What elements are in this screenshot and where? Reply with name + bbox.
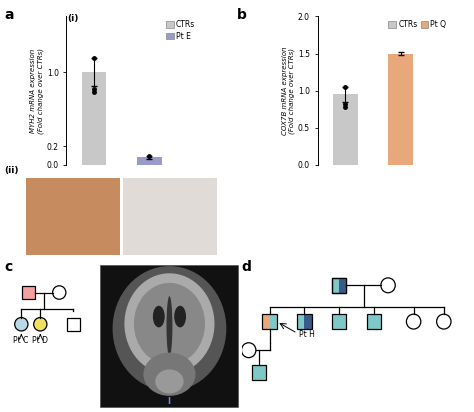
Text: (i): (i) — [67, 14, 79, 23]
FancyBboxPatch shape — [22, 286, 35, 299]
Text: Pt D: Pt D — [32, 336, 48, 345]
Circle shape — [34, 318, 47, 331]
FancyBboxPatch shape — [297, 314, 311, 329]
Ellipse shape — [174, 306, 186, 328]
Circle shape — [406, 314, 421, 329]
Ellipse shape — [144, 353, 196, 396]
Text: c: c — [5, 260, 13, 274]
Circle shape — [53, 286, 66, 299]
FancyBboxPatch shape — [304, 314, 311, 329]
Y-axis label: COX7B mRNA expression
(Fold change over CTRs): COX7B mRNA expression (Fold change over … — [282, 47, 295, 135]
FancyBboxPatch shape — [252, 365, 266, 380]
Y-axis label: MYH2 mRNA expression
(Fold change over CTRs): MYH2 mRNA expression (Fold change over C… — [30, 48, 44, 133]
Ellipse shape — [113, 266, 227, 391]
Text: (ii): (ii) — [4, 166, 19, 175]
FancyBboxPatch shape — [263, 314, 270, 329]
FancyBboxPatch shape — [332, 314, 346, 329]
Legend: CTRs, Pt E: CTRs, Pt E — [166, 20, 195, 41]
Text: Pt H: Pt H — [299, 330, 315, 339]
Circle shape — [437, 314, 451, 329]
Text: I: I — [167, 397, 171, 406]
FancyBboxPatch shape — [339, 278, 346, 293]
Text: b: b — [237, 8, 247, 22]
Ellipse shape — [153, 306, 165, 328]
Legend: CTRs, Pt Q: CTRs, Pt Q — [388, 20, 447, 29]
Ellipse shape — [134, 283, 205, 365]
Text: d: d — [242, 260, 252, 274]
Circle shape — [15, 318, 28, 331]
Bar — [82, 72, 107, 165]
Ellipse shape — [125, 273, 215, 374]
Circle shape — [381, 278, 395, 293]
FancyBboxPatch shape — [263, 314, 277, 329]
FancyBboxPatch shape — [67, 318, 80, 331]
Bar — [333, 94, 358, 165]
FancyBboxPatch shape — [367, 314, 381, 329]
Text: Pt C: Pt C — [13, 336, 28, 345]
FancyBboxPatch shape — [100, 265, 238, 407]
Circle shape — [242, 343, 256, 358]
Bar — [137, 157, 162, 165]
Text: a: a — [5, 8, 14, 22]
FancyBboxPatch shape — [332, 278, 346, 293]
Ellipse shape — [155, 370, 184, 393]
Bar — [388, 54, 413, 165]
Ellipse shape — [166, 296, 173, 356]
